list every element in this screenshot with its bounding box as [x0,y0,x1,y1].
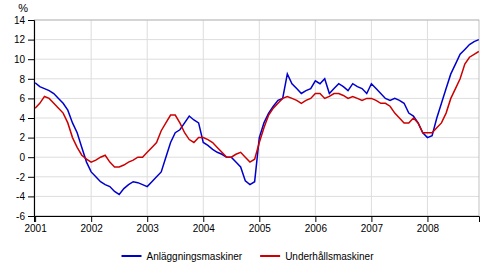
grid-line-y [34,98,479,99]
y-tick-mark [28,138,34,139]
series-line [35,51,479,167]
grid-line-x [371,20,372,216]
x-tick-label: 2002 [81,223,104,234]
y-tick-label: 14 [14,15,26,26]
x-tick: 2005 [249,216,272,234]
y-tick: 14 [14,15,34,26]
y-tick: 0 [19,152,34,163]
series-line [35,40,479,195]
legend-item: Anläggningsmaskiner [122,251,243,262]
legend-label: Anläggningsmaskiner [147,251,243,262]
y-tick: 12 [14,34,34,45]
legend-swatch [260,255,280,257]
x-tick-mark [315,216,316,222]
chart: 2001 2002 2003 2004 2005 2006 2007 2008 -6 -4 -2 0 2… [0,0,495,268]
grid-line-y [34,137,479,138]
x-tick: 2003 [137,216,160,234]
grid-line-x [315,20,316,216]
y-tick-label: -6 [16,211,25,222]
x-tick-mark [91,216,92,222]
y-tick-label: 2 [19,132,25,143]
grid-line-y [34,39,479,40]
x-tick-mark [35,216,36,222]
y-tick-label: 10 [14,54,26,65]
y-tick-mark [28,118,34,119]
x-tick-label: 2008 [417,223,440,234]
x-tick-mark [427,216,428,222]
y-tick-mark [28,216,34,217]
y-tick-mark [28,20,34,21]
x-tick: 2002 [81,216,104,234]
y-tick-label: 12 [14,34,26,45]
x-tick-mark [371,216,372,222]
y-tick-mark [28,59,34,60]
grid-line-y [34,59,479,60]
grid-line-x [259,20,260,216]
y-tick-label: 6 [19,93,25,104]
x-axis: 2001 2002 2003 2004 2005 2006 2007 2008 [24,216,479,234]
y-tick-label: 8 [19,74,25,85]
x-tick: 2007 [361,216,384,234]
y-tick: -6 [16,211,34,222]
y-tick-mark [28,177,34,178]
y-axis: -6 -4 -2 0 2 4 6 8 10 12 14 [14,15,35,222]
y-tick-mark [28,98,34,99]
x-tick-label: 2007 [361,223,384,234]
x-tick: 2001 [24,216,47,234]
x-tick-mark [203,216,204,222]
y-tick: 6 [19,93,34,104]
grid-line-y [34,176,479,177]
x-tick-label: 2005 [249,223,272,234]
x-axis-line [35,217,480,223]
x-tick-mark [147,216,148,222]
y-tick: 2 [19,132,34,143]
x-tick-label: 2004 [193,223,216,234]
x-tick-mark [259,216,260,222]
lines [35,40,479,195]
x-tick: 2006 [305,216,328,234]
grid-line-y [34,78,479,79]
x-tick-label: 2003 [137,223,160,234]
y-tick: 4 [19,113,34,124]
legend-item: Underhållsmaskiner [260,251,374,262]
y-tick-mark [28,157,34,158]
y-tick: -2 [16,172,34,183]
y-tick-mark [28,196,34,197]
y-tick-mark [28,40,34,41]
y-tick: 8 [19,74,34,85]
grid-line-x [203,20,204,216]
y-axis-line [28,21,35,217]
grid-line-x [427,20,428,216]
grid-line-y [34,196,479,197]
x-tick-label: 2006 [305,223,328,234]
y-tick: -4 [16,191,34,202]
y-tick-mark [28,79,34,80]
y-tick-label: -4 [16,191,25,202]
x-tick-label: 2001 [24,223,47,234]
x-tick: 2008 [417,216,440,234]
y-tick-label: 4 [19,113,25,124]
y-tick: 10 [14,54,34,65]
legend-label: Underhållsmaskiner [285,251,374,262]
legend-swatch [122,255,142,257]
y-tick-label: -2 [16,172,25,183]
plot-frame [34,20,479,216]
y-axis-title: % [18,2,28,14]
plot: 2001 2002 2003 2004 2005 2006 2007 2008 -6 -4 -2 0 2… [14,2,480,234]
x-tick: 2004 [193,216,216,234]
y-tick-label: 0 [19,152,25,163]
grid [34,20,479,216]
grid-line-x [91,20,92,216]
legend: Anläggningsmaskiner Underhållsmaskiner [122,251,375,262]
